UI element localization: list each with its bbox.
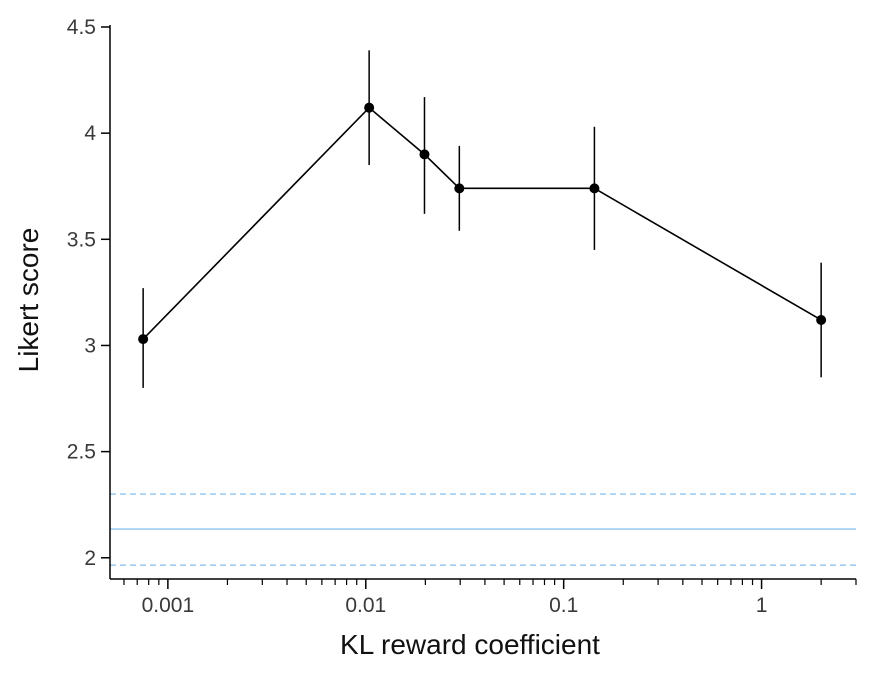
data-point	[419, 149, 430, 160]
data-point	[816, 314, 827, 325]
x-axis-label: KL reward coefficient	[340, 629, 600, 660]
data-point	[138, 334, 149, 345]
y-tick-label: 4	[84, 122, 96, 145]
data-point	[364, 102, 375, 113]
data-series	[138, 50, 827, 388]
reference-lines	[110, 493, 856, 566]
y-tick-label: 4.5	[67, 16, 96, 39]
x-tick-label: 0.001	[142, 594, 195, 617]
data-point	[454, 183, 465, 194]
y-tick-label: 3.5	[67, 228, 96, 251]
series-line	[142, 106, 822, 340]
x-tick-label: 0.1	[549, 594, 578, 617]
data-point	[589, 183, 600, 194]
axes: 2 2.5 3 3.5 4 4.5 0.001 0.01 0.1 1	[67, 16, 857, 617]
x-tick-label: 0.01	[345, 594, 386, 617]
y-tick-label: 2.5	[67, 441, 96, 464]
y-tick-label: 2	[84, 547, 96, 570]
y-axis-label: Likert score	[13, 228, 44, 373]
y-tick-label: 3	[84, 334, 96, 357]
x-tick-label: 1	[756, 594, 768, 617]
